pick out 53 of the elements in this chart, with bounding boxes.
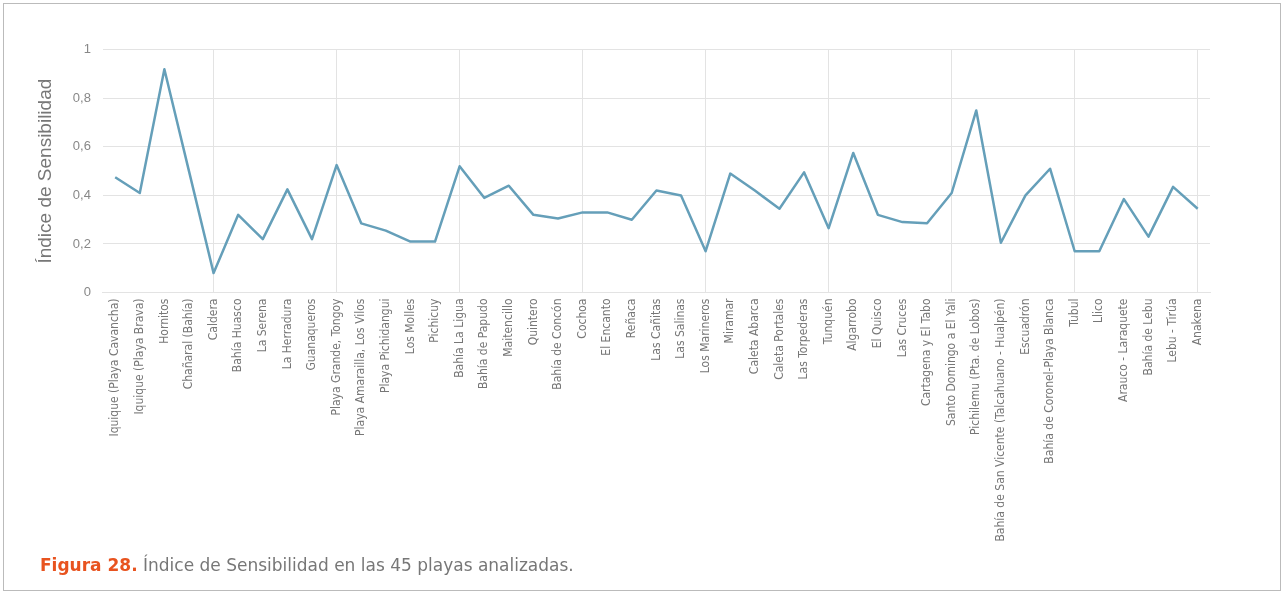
x-tick-label: Cartagena y El Tabo bbox=[919, 298, 934, 407]
x-tick-label: Playa Amarailla, Los Vilos bbox=[353, 298, 368, 436]
x-tick-label: Llico bbox=[1091, 298, 1106, 324]
y-tick-label: 0,4 bbox=[72, 187, 91, 202]
x-tick-label: Bahía La Ligua bbox=[451, 298, 466, 378]
x-tick-label: Bahía de Concón bbox=[550, 298, 565, 390]
x-tick-label: Guanaqueros bbox=[304, 298, 319, 371]
x-tick-label: Los Marineros bbox=[697, 298, 712, 374]
x-tick-label: Pichilemu (Pta. de Lobos) bbox=[968, 298, 983, 436]
x-tick-label: Bahía de Coronel-Playa Blanca bbox=[1042, 298, 1057, 464]
x-tick-label: El Quisco bbox=[869, 298, 884, 349]
x-tick-label: Las Cruces bbox=[894, 298, 909, 358]
x-tick-label: Bahía de Papudo bbox=[476, 298, 491, 390]
x-tick-label: Escuadrón bbox=[1017, 298, 1032, 355]
x-tick-label: Hornitos bbox=[156, 298, 171, 344]
text: Figura 28. Índice de Sensibilidad en las 45 playas analizadas. bbox=[40, 555, 574, 575]
x-tick-label: Maitencillo bbox=[500, 298, 515, 357]
x-tick-label: Bahía de Lebu bbox=[1140, 298, 1155, 376]
y-tick-label: 0 bbox=[83, 284, 91, 300]
x-tick-label: Tubul bbox=[1066, 298, 1081, 328]
x-tick-label: Santo Domingo a El Yali bbox=[943, 298, 958, 427]
x-tick-label: Playa Grande, Tongoy bbox=[328, 297, 343, 416]
x-tick-label: El Encanto bbox=[599, 298, 614, 356]
x-tick-label: Caleta Abarca bbox=[746, 298, 761, 375]
x-tick-label: Las Cañitas bbox=[648, 298, 663, 361]
x-tick-label: Pichicuy bbox=[427, 297, 442, 343]
y-axis-title: Índice de Sensibilidad bbox=[33, 78, 55, 264]
x-tick-label: Reñaca bbox=[623, 298, 638, 339]
x-tick-label: Bahía Huasco bbox=[230, 298, 245, 373]
x-tick-label: Iquique (Playa Cavancha) bbox=[107, 298, 122, 437]
x-tick-label: Lebu - Tirúa bbox=[1165, 298, 1180, 363]
x-tick-label: Anakena bbox=[1189, 298, 1204, 346]
x-tick-label: La Serena bbox=[254, 298, 269, 353]
x-tick-label: Caleta Portales bbox=[771, 298, 786, 380]
y-tick-label: 1 bbox=[83, 41, 91, 57]
y-tick-label: 0,8 bbox=[72, 89, 91, 105]
x-tick-label: Algarrobo bbox=[845, 298, 860, 351]
x-tick-label: La Herradura bbox=[279, 298, 294, 370]
x-tick-label: Bahía de San Vicente (Talcahuano - Hualpén) bbox=[993, 298, 1007, 542]
x-tick-label: Playa Pichidangui bbox=[377, 298, 392, 394]
x-tick-label: Iquique (Playa Brava) bbox=[131, 298, 146, 415]
x-tick-label: Quintero bbox=[525, 298, 540, 346]
y-tick-label: 0,6 bbox=[72, 138, 91, 154]
x-tick-label: Arauco - Laraquete bbox=[1116, 298, 1131, 402]
x-tick-label: Chañaral (Bahía) bbox=[181, 298, 196, 390]
x-tick-label: Miramar bbox=[722, 297, 737, 344]
x-tick-label: Las Torpederas bbox=[796, 298, 811, 380]
y-tick-label: 0,2 bbox=[72, 235, 91, 251]
x-tick-label: Los Molles bbox=[402, 298, 417, 355]
x-tick-label: Cochoa bbox=[574, 298, 589, 339]
x-tick-label: Caldera bbox=[205, 298, 220, 341]
x-tick-label: Las Salinas bbox=[673, 298, 688, 359]
x-tick-label: Tunquén bbox=[820, 298, 835, 346]
